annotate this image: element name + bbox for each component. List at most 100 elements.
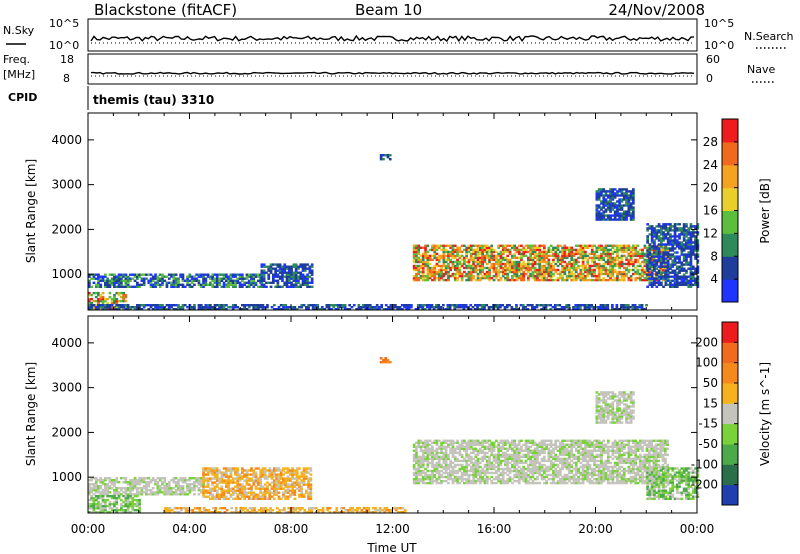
data-cell [209,467,212,470]
data-cell [299,265,303,268]
data-cell [359,308,363,311]
data-cell [92,500,96,504]
data-cell [291,477,294,480]
data-cell [542,306,546,309]
data-cell [440,469,443,473]
data-cell [536,268,539,272]
data-cell [552,254,555,258]
data-cell [636,252,640,256]
data-cell [641,270,644,274]
data-cell [238,273,242,276]
data-cell [308,265,312,268]
data-cell [636,254,640,258]
data-cell [298,485,301,488]
data-cell [444,463,448,467]
data-cell [138,491,141,494]
data-cell [467,246,471,249]
data-cell [613,262,617,266]
data-cell [99,509,103,512]
data-cell [309,489,313,492]
data-cell [579,274,583,278]
data-cell [421,260,425,264]
data-cell [291,469,294,472]
data-cell [101,297,105,301]
data-cell [383,509,387,512]
data-cell [524,248,528,252]
data-cell [330,304,333,307]
data-cell [666,265,670,268]
data-cell [207,511,211,514]
data-cell [437,272,441,276]
data-cell [204,473,208,476]
data-cell [108,283,112,286]
data-cell [294,507,297,510]
data-cell [269,511,272,514]
data-cell [88,493,91,496]
data-cell [602,216,606,219]
data-cell [435,246,439,249]
data-cell [442,248,446,252]
data-cell [586,270,590,274]
data-cell [492,254,496,258]
data-cell [188,285,192,288]
data-cell [154,275,157,278]
data-cell [115,306,119,309]
data-cell [458,266,462,270]
noise-left-tick-top: 10^5 [49,17,79,30]
data-cell [225,273,228,276]
data-cell [307,495,310,498]
data-cell [625,204,628,207]
data-cell [645,274,649,278]
data-cell [284,497,288,500]
data-cell [261,469,265,472]
data-cell [618,260,621,264]
data-cell [426,274,430,278]
data-cell [384,304,388,307]
data-cell [501,248,505,252]
data-cell [662,237,665,240]
data-cell [629,218,633,221]
data-cell [613,194,617,197]
data-cell [527,278,530,282]
data-cell [211,277,214,280]
data-cell [115,477,119,480]
data-cell [417,481,421,485]
data-cell [673,225,677,228]
data-cell [678,267,681,270]
data-cell [197,487,201,490]
data-cell [648,273,652,276]
data-cell [179,485,182,488]
data-cell [136,493,139,496]
data-cell [606,196,610,199]
data-cell [161,481,164,484]
data-cell [691,225,695,228]
data-cell [90,496,93,500]
data-cell [460,304,463,307]
data-cell [284,489,288,492]
data-cell [295,467,299,470]
data-cell [122,299,125,303]
data-cell [294,275,298,278]
data-cell [675,273,679,276]
data-cell [497,264,500,268]
data-cell [648,227,652,230]
data-cell [511,266,514,270]
data-cell [694,281,697,284]
data-cell [664,262,667,266]
data-cell [424,254,427,258]
data-cell [428,258,432,262]
data-cell [616,208,619,211]
data-cell [691,253,695,256]
data-cell [659,250,663,254]
data-cell [609,268,612,272]
data-cell [588,304,591,307]
data-cell [145,481,148,484]
data-cell [120,273,123,276]
data-cell [421,274,425,278]
data-cell [421,457,425,461]
data-cell [467,270,471,274]
data-cell [323,308,326,311]
data-cell [542,308,546,311]
data-cell [547,278,551,282]
data-cell [627,276,631,280]
